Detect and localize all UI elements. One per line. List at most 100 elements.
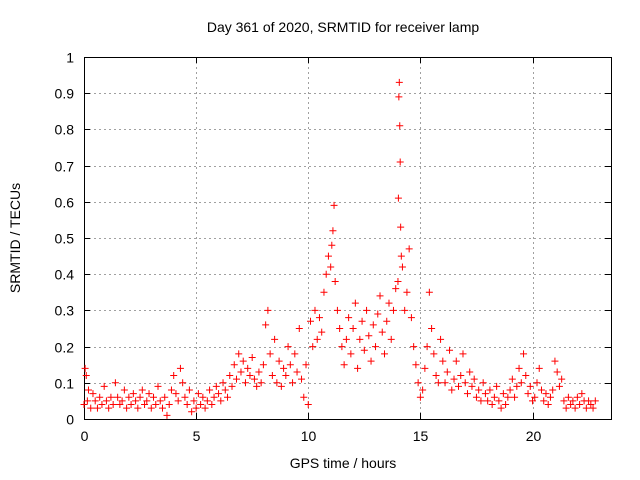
- data-point: [141, 401, 149, 409]
- data-point: [553, 368, 561, 376]
- data-point: [520, 350, 528, 358]
- data-point: [98, 401, 106, 409]
- data-point: [522, 372, 530, 380]
- y-tick-label: 1: [66, 50, 74, 66]
- data-point: [407, 314, 415, 322]
- data-point: [174, 397, 182, 405]
- data-point: [262, 321, 270, 329]
- data-point: [81, 364, 89, 372]
- data-point: [486, 386, 494, 394]
- data-point: [394, 194, 402, 202]
- x-axis-label: GPS time / hours: [290, 455, 397, 471]
- data-point: [395, 78, 403, 86]
- data-point: [114, 393, 122, 401]
- data-point: [253, 382, 261, 390]
- data-point: [116, 401, 124, 409]
- data-point: [208, 401, 216, 409]
- data-point: [495, 397, 503, 405]
- data-point: [315, 314, 323, 322]
- data-point: [401, 306, 409, 314]
- data-point: [232, 375, 240, 383]
- data-point: [154, 382, 162, 390]
- x-tick-label: 0: [81, 428, 89, 444]
- data-point: [100, 382, 108, 390]
- data-point: [215, 390, 223, 398]
- data-point: [585, 397, 593, 405]
- data-point: [150, 393, 158, 401]
- data-point: [226, 372, 234, 380]
- data-point: [203, 397, 211, 405]
- data-point: [289, 379, 297, 387]
- y-tick-label: 0.4: [55, 267, 75, 283]
- data-point: [479, 379, 487, 387]
- data-point: [531, 393, 539, 401]
- data-point: [271, 335, 279, 343]
- data-point: [591, 397, 599, 405]
- data-point: [286, 361, 294, 369]
- data-point: [394, 277, 402, 285]
- data-point: [96, 393, 104, 401]
- data-point: [562, 404, 570, 412]
- y-tick-label: 0.5: [55, 231, 75, 247]
- data-point: [524, 390, 532, 398]
- data-point: [298, 375, 306, 383]
- data-point: [93, 404, 101, 412]
- data-point: [127, 401, 135, 409]
- data-point: [302, 361, 310, 369]
- data-point: [192, 404, 200, 412]
- data-point: [439, 357, 447, 365]
- data-point: [403, 288, 411, 296]
- data-point: [459, 350, 467, 358]
- data-point: [446, 346, 454, 354]
- data-point: [109, 401, 117, 409]
- y-tick-label: 0.6: [55, 195, 75, 211]
- data-point: [374, 310, 382, 318]
- data-point: [499, 390, 507, 398]
- data-point: [504, 393, 512, 401]
- data-point: [356, 335, 364, 343]
- data-point: [165, 401, 173, 409]
- y-tick-label: 0.1: [55, 376, 75, 392]
- data-point: [466, 368, 474, 376]
- data-point: [342, 335, 350, 343]
- data-point: [277, 382, 285, 390]
- data-point: [176, 364, 184, 372]
- data-point: [132, 397, 140, 405]
- data-point: [241, 379, 249, 387]
- data-point: [437, 335, 445, 343]
- data-point: [83, 397, 91, 405]
- data-point: [293, 368, 301, 376]
- y-tick-label: 0.9: [55, 86, 75, 102]
- data-point: [318, 328, 326, 336]
- data-point: [347, 350, 355, 358]
- data-point: [430, 350, 438, 358]
- data-point: [143, 397, 151, 405]
- data-point: [432, 372, 440, 380]
- data-point: [217, 397, 225, 405]
- data-point: [443, 368, 451, 376]
- data-point: [82, 372, 90, 380]
- data-point: [461, 379, 469, 387]
- data-point: [392, 285, 400, 293]
- data-point: [434, 379, 442, 387]
- x-tick-label: 10: [301, 428, 317, 444]
- data-point: [555, 382, 563, 390]
- data-point: [544, 401, 552, 409]
- data-point: [385, 299, 393, 307]
- data-point: [304, 401, 312, 409]
- data-point: [129, 390, 137, 398]
- data-point: [228, 382, 236, 390]
- data-point: [309, 343, 317, 351]
- data-point: [264, 306, 272, 314]
- data-point: [322, 270, 330, 278]
- data-point: [219, 379, 227, 387]
- data-point: [250, 375, 258, 383]
- data-point: [354, 364, 362, 372]
- data-point: [537, 386, 545, 394]
- data-point: [513, 382, 521, 390]
- data-series-srmtid: [80, 78, 599, 419]
- data-point: [291, 350, 299, 358]
- data-point: [396, 122, 404, 130]
- data-point: [105, 404, 113, 412]
